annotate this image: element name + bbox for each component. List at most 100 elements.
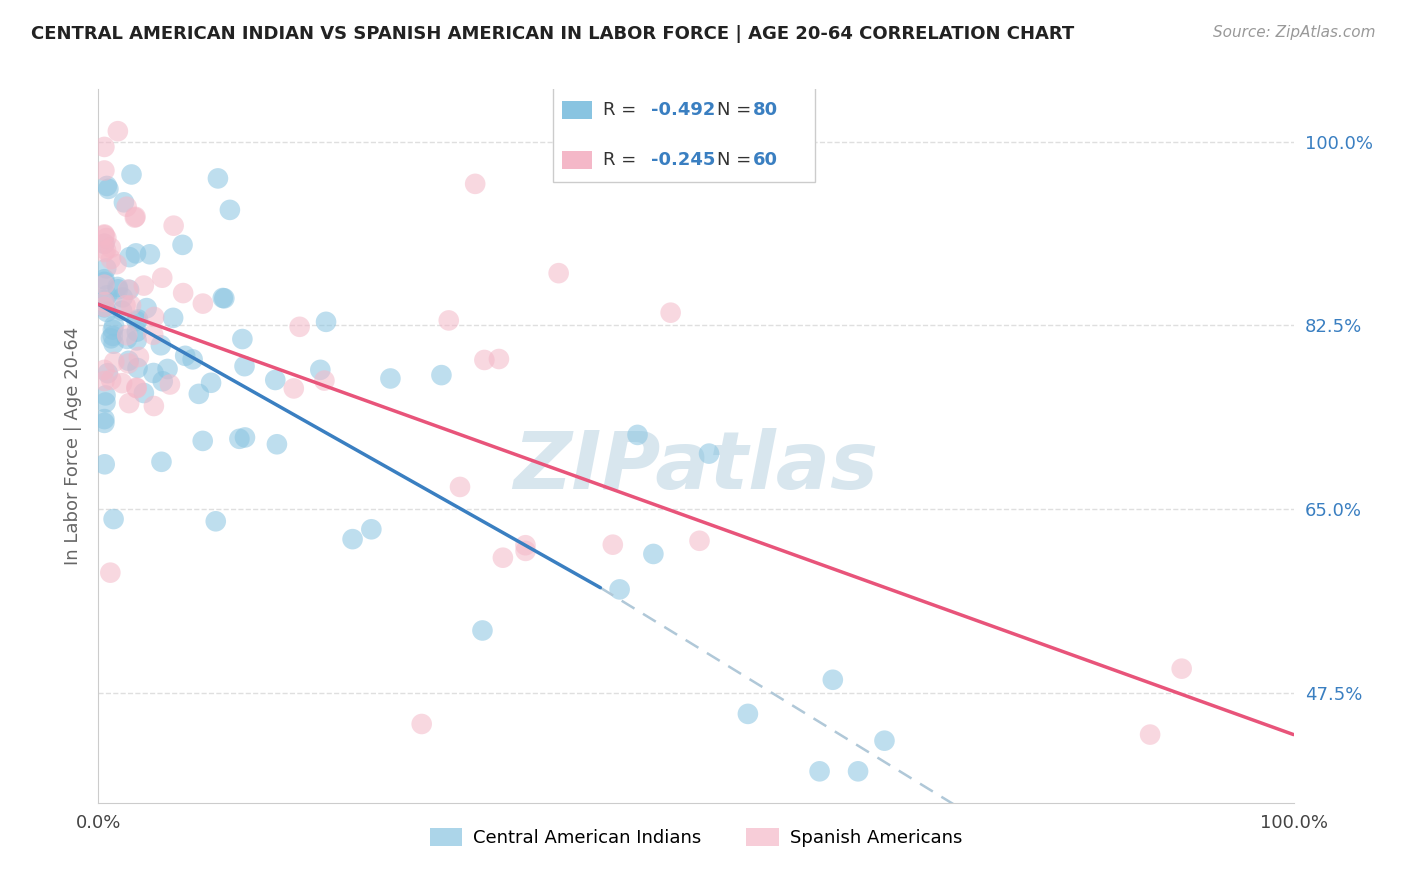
Point — [128, 350, 150, 364]
Point — [172, 286, 194, 301]
Point — [93, 458, 115, 472]
Point — [143, 310, 166, 324]
Point — [93, 244, 115, 259]
Point — [96, 305, 118, 319]
Point — [821, 673, 844, 687]
Point — [100, 252, 122, 266]
Text: -0.245: -0.245 — [651, 151, 714, 169]
Point — [93, 412, 115, 426]
Point — [659, 306, 682, 320]
Point — [211, 291, 233, 305]
Point — [515, 544, 537, 558]
Point — [449, 480, 471, 494]
Point — [94, 388, 117, 402]
Point — [93, 300, 115, 314]
Point — [125, 246, 148, 260]
Point — [118, 250, 141, 264]
Point — [602, 538, 624, 552]
Point — [233, 359, 256, 373]
Point — [150, 455, 173, 469]
Point — [125, 334, 148, 348]
Point — [97, 366, 120, 380]
Point — [98, 566, 121, 580]
Point — [120, 298, 142, 312]
Text: 60: 60 — [754, 151, 779, 169]
Point — [100, 241, 122, 255]
Point — [112, 195, 135, 210]
Point — [228, 432, 250, 446]
Point — [139, 247, 162, 261]
Point — [93, 295, 115, 310]
Point — [101, 329, 124, 343]
Point — [111, 376, 134, 391]
Text: R =: R = — [603, 101, 641, 119]
Point — [100, 331, 122, 345]
Bar — [562, 101, 592, 119]
Point — [103, 512, 125, 526]
Point — [142, 366, 165, 380]
Point — [118, 283, 141, 297]
Point — [127, 312, 149, 326]
Point — [609, 582, 631, 597]
Point — [93, 272, 115, 286]
Point — [288, 319, 311, 334]
Point — [94, 395, 117, 409]
Point — [124, 211, 146, 225]
Bar — [562, 151, 592, 169]
Point — [96, 288, 118, 302]
Point — [118, 396, 141, 410]
Point — [94, 243, 117, 257]
Point — [93, 236, 115, 251]
Point — [219, 202, 242, 217]
Point — [204, 514, 226, 528]
Point — [93, 140, 115, 154]
Point — [697, 447, 720, 461]
Point — [411, 717, 433, 731]
Point — [107, 280, 129, 294]
Point — [474, 353, 496, 368]
Point — [437, 313, 460, 327]
Point — [115, 332, 138, 346]
Point — [111, 290, 134, 304]
Point — [142, 327, 165, 342]
Point — [152, 374, 174, 388]
Point — [643, 547, 665, 561]
Point — [464, 177, 486, 191]
Point — [117, 283, 139, 297]
Point — [105, 257, 128, 271]
Point — [115, 328, 138, 343]
Text: Source: ZipAtlas.com: Source: ZipAtlas.com — [1212, 25, 1375, 40]
Point — [117, 353, 139, 368]
Point — [808, 764, 831, 779]
Point — [156, 362, 179, 376]
Y-axis label: In Labor Force | Age 20-64: In Labor Force | Age 20-64 — [63, 326, 82, 566]
Point — [132, 386, 155, 401]
Text: N =: N = — [717, 151, 758, 169]
Point — [283, 381, 305, 395]
Point — [111, 303, 134, 318]
Point — [103, 355, 125, 369]
Point — [93, 163, 115, 178]
Point — [1170, 662, 1192, 676]
Point — [207, 171, 229, 186]
Point — [96, 178, 118, 193]
Point — [162, 219, 184, 233]
Text: CENTRAL AMERICAN INDIAN VS SPANISH AMERICAN IN LABOR FORCE | AGE 20-64 CORRELATI: CENTRAL AMERICAN INDIAN VS SPANISH AMERI… — [31, 25, 1074, 43]
Point — [174, 349, 197, 363]
Point — [214, 291, 236, 305]
Point — [124, 210, 146, 224]
Point — [172, 238, 194, 252]
Point — [689, 533, 711, 548]
Point — [101, 323, 124, 337]
Point — [96, 261, 118, 276]
Point — [150, 270, 173, 285]
Point — [93, 277, 115, 292]
Text: -0.492: -0.492 — [651, 101, 714, 119]
Point — [492, 550, 515, 565]
Point — [430, 368, 453, 383]
Point — [471, 624, 494, 638]
Point — [233, 430, 256, 444]
Point — [135, 301, 157, 315]
Point — [121, 168, 143, 182]
Point — [380, 371, 402, 385]
